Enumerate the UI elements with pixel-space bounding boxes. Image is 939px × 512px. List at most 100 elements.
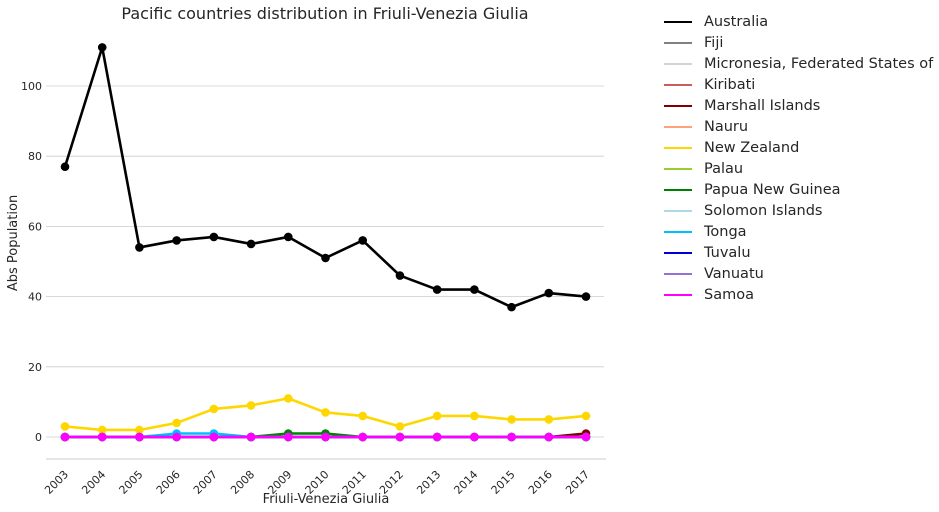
data-point: [97, 43, 107, 52]
y-axis-label: Abs Population: [6, 195, 21, 291]
legend-swatch: [664, 293, 692, 296]
legend-label: Solomon Islands: [704, 202, 823, 219]
x-tick-label: 2006: [154, 468, 183, 497]
data-point: [395, 271, 405, 280]
legend-label: Samoa: [704, 286, 754, 303]
data-point: [172, 432, 181, 442]
data-point: [172, 236, 181, 245]
legend-swatch: [664, 146, 692, 149]
data-point: [432, 432, 442, 442]
data-point: [60, 432, 70, 442]
legend-swatch: [664, 41, 692, 44]
data-point: [470, 432, 479, 442]
y-tick-label: 60: [28, 220, 42, 233]
y-tick-label: 20: [28, 361, 42, 374]
legend-swatch: [664, 230, 692, 233]
legend-item: Tuvalu: [664, 242, 939, 263]
legend-label: Micronesia, Federated States of: [704, 55, 934, 72]
data-point: [544, 288, 554, 298]
series-australia: [60, 43, 591, 312]
legend-item: Papua New Guinea: [664, 179, 939, 200]
legend-item: Micronesia, Federated States of: [664, 53, 939, 74]
data-point: [432, 285, 442, 294]
legend-item: Palau: [664, 158, 939, 179]
x-tick-label: 2005: [117, 468, 146, 497]
data-point: [283, 432, 293, 442]
x-axis-label: Friuli-Venezia Giulia: [263, 492, 390, 507]
series-lines: [60, 43, 591, 442]
legend-label: Palau: [704, 160, 744, 177]
legend-label: Marshall Islands: [704, 97, 821, 114]
chart-title: Pacific countries distribution in Friuli…: [121, 4, 528, 23]
legend-swatch: [664, 83, 692, 86]
legend-item: Fiji: [664, 32, 939, 53]
legend-item: Solomon Islands: [664, 200, 939, 221]
data-point: [283, 232, 293, 242]
y-tick-label: 40: [28, 291, 42, 304]
data-point: [470, 411, 479, 421]
legend-label: Fiji: [704, 34, 724, 51]
data-point: [581, 411, 591, 421]
data-point: [246, 239, 256, 249]
data-point: [507, 302, 516, 312]
legend-swatch: [664, 125, 692, 128]
y-tick-label: 80: [28, 150, 42, 163]
data-point: [358, 411, 368, 421]
data-point: [246, 401, 256, 410]
data-point: [209, 404, 219, 414]
data-point: [507, 415, 516, 424]
data-point: [97, 425, 107, 435]
legend-swatch: [664, 272, 692, 275]
x-tick-label: 2017: [563, 468, 592, 497]
legend-swatch: [664, 167, 692, 170]
data-point: [358, 432, 368, 442]
data-point: [209, 232, 219, 242]
legend-swatch: [664, 251, 692, 254]
legend-item: Kiribati: [664, 74, 939, 95]
x-tick-label: 2015: [489, 468, 518, 497]
legend-label: Papua New Guinea: [704, 181, 841, 198]
legend-swatch: [664, 20, 692, 23]
data-point: [544, 432, 554, 442]
series-samoa: [60, 432, 591, 442]
legend-label: Kiribati: [704, 76, 756, 93]
legend-swatch: [664, 209, 692, 212]
data-point: [209, 432, 219, 442]
legend-item: Tonga: [664, 221, 939, 242]
series-new-zealand: [60, 394, 591, 435]
x-tick-label: 2004: [79, 468, 108, 497]
data-point: [135, 243, 144, 252]
data-point: [246, 432, 256, 442]
x-tick-label: 2008: [228, 468, 257, 497]
data-point: [60, 162, 70, 172]
data-point: [470, 285, 479, 294]
y-tick-label: 100: [21, 80, 42, 93]
legend-item: Nauru: [664, 116, 939, 137]
x-tick-label: 2013: [414, 468, 443, 497]
legend-item: Marshall Islands: [664, 95, 939, 116]
data-point: [135, 432, 144, 442]
y-tick-label: 0: [35, 431, 42, 444]
x-tick-label: 2014: [451, 468, 480, 497]
legend-label: Australia: [704, 13, 769, 30]
x-tick-label: 2007: [191, 468, 220, 497]
legend-item: New Zealand: [664, 137, 939, 158]
data-point: [321, 408, 330, 417]
legend-label: Tonga: [704, 223, 747, 240]
data-point: [507, 432, 516, 442]
data-point: [172, 418, 181, 428]
legend-swatch: [664, 62, 692, 65]
legend-swatch: [664, 104, 692, 107]
data-point: [544, 415, 554, 424]
legend-item: Vanuatu: [664, 263, 939, 284]
legend-item: Australia: [664, 11, 939, 32]
legend-label: Nauru: [704, 118, 749, 135]
data-point: [395, 422, 405, 431]
data-point: [358, 236, 368, 245]
data-point: [321, 432, 330, 442]
legend: Australia Fiji Micronesia, Federated State…: [664, 11, 939, 305]
legend-label: Tuvalu: [704, 244, 751, 261]
data-point: [60, 422, 70, 431]
data-point: [97, 432, 107, 442]
